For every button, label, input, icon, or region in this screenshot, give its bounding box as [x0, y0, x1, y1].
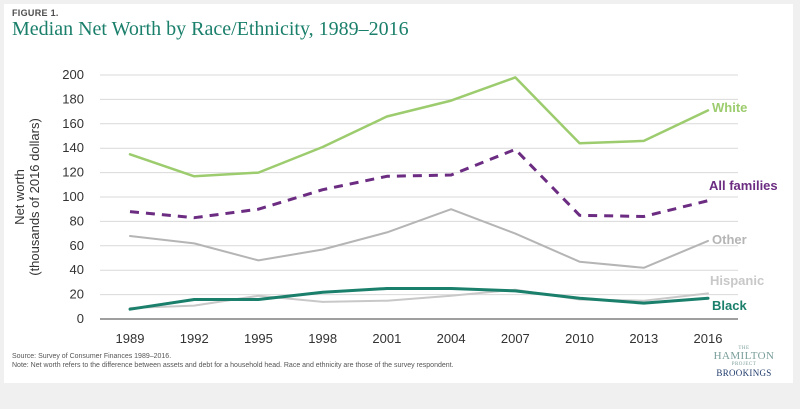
series-line-other — [129, 208, 709, 269]
source-line: Source: Survey of Consumer Finances 1989… — [12, 353, 172, 360]
chart-title: Median Net Worth by Race/Ethnicity, 1989… — [12, 18, 409, 40]
y-tick-label: 140 — [62, 140, 84, 155]
y-tick-label: 20 — [70, 287, 84, 302]
legend-label-hispanic: Hispanic — [710, 273, 764, 288]
legend-label-all-families: All families — [709, 178, 778, 193]
y-tick-label: 40 — [70, 262, 84, 277]
legend-label-black: Black — [712, 298, 747, 313]
y-axis-label: Net worth(thousands of 2016 dollars) — [12, 118, 42, 276]
x-tick-label: 2013 — [629, 331, 658, 346]
x-tick-label: 1992 — [180, 331, 209, 346]
x-tick-label: 2010 — [565, 331, 594, 346]
logo-hamilton: HAMILTON — [713, 350, 775, 362]
figure-card — [4, 4, 793, 383]
series-line-white — [128, 76, 710, 178]
y-tick-label: 100 — [62, 189, 84, 204]
logo-brookings: BROOKINGS — [716, 368, 772, 378]
x-tick-label: 2001 — [372, 331, 401, 346]
y-tick-label: 60 — [70, 238, 84, 253]
source-note: Source: Survey of Consumer Finances 1989… — [12, 352, 454, 370]
series-line-all-families — [129, 147, 709, 220]
y-tick-label: 200 — [62, 67, 84, 82]
x-tick-label: 1998 — [308, 331, 337, 346]
hamilton-brookings-logo: THE HAMILTON PROJECT BROOKINGS — [711, 346, 777, 378]
y-tick-label: 0 — [77, 311, 84, 326]
x-tick-label: 1989 — [116, 331, 145, 346]
y-axis-label-line: (thousands of 2016 dollars) — [27, 118, 42, 276]
note-line: Note: Net worth refers to the difference… — [12, 362, 454, 369]
y-tick-label: 180 — [62, 91, 84, 106]
x-tick-label: 2016 — [694, 331, 723, 346]
logo-the: THE — [738, 346, 750, 351]
y-tick-label: 160 — [62, 116, 84, 131]
legend-label-white: White — [712, 100, 747, 115]
y-axis-label-line: Net worth — [12, 169, 27, 225]
series-line-black — [128, 287, 710, 311]
figure-label: FIGURE 1. — [12, 8, 59, 18]
legend-label-other: Other — [712, 232, 747, 247]
y-tick-label: 120 — [62, 165, 84, 180]
logo-project: PROJECT — [731, 362, 757, 367]
x-tick-label: 2004 — [437, 331, 466, 346]
y-tick-label: 80 — [70, 213, 84, 228]
x-tick-label: 1995 — [244, 331, 273, 346]
x-tick-label: 2007 — [501, 331, 530, 346]
